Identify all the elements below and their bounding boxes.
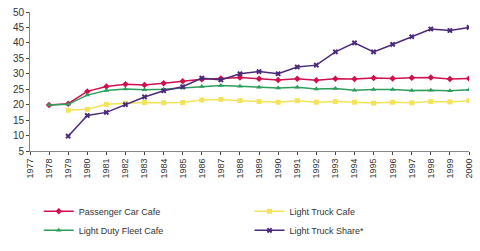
svg-text:Light Truck Share*: Light Truck Share* (290, 226, 365, 236)
svg-text:1981: 1981 (101, 159, 111, 179)
svg-text:1991: 1991 (292, 159, 302, 179)
svg-text:1988: 1988 (235, 159, 245, 179)
svg-text:1992: 1992 (311, 159, 321, 179)
svg-text:1984: 1984 (159, 159, 169, 179)
svg-text:1994: 1994 (349, 159, 359, 179)
svg-text:35: 35 (13, 53, 25, 64)
svg-text:1983: 1983 (139, 159, 149, 179)
svg-text:1986: 1986 (197, 159, 207, 179)
svg-text:1978: 1978 (44, 159, 54, 179)
svg-text:1990: 1990 (273, 159, 283, 179)
svg-text:Light Truck Cafe: Light Truck Cafe (290, 207, 356, 217)
svg-text:20: 20 (13, 99, 25, 110)
svg-text:1985: 1985 (178, 159, 188, 179)
svg-text:1982: 1982 (120, 159, 130, 179)
svg-text:1980: 1980 (82, 159, 92, 179)
svg-text:15: 15 (13, 115, 25, 126)
svg-text:1999: 1999 (445, 159, 455, 179)
svg-text:Passenger Car Cafe: Passenger Car Cafe (79, 207, 161, 217)
svg-text:1997: 1997 (407, 159, 417, 179)
svg-text:1977: 1977 (25, 159, 35, 179)
svg-text:1998: 1998 (426, 159, 436, 179)
svg-text:25: 25 (13, 84, 25, 95)
svg-text:1987: 1987 (216, 159, 226, 179)
svg-text:1989: 1989 (254, 159, 264, 179)
svg-text:1996: 1996 (388, 159, 398, 179)
svg-text:45: 45 (13, 22, 25, 33)
svg-text:Light Duty Fleet Cafe: Light Duty Fleet Cafe (79, 226, 164, 236)
svg-text:1995: 1995 (368, 159, 378, 179)
svg-text:10: 10 (13, 130, 25, 141)
svg-text:30: 30 (13, 68, 25, 79)
svg-text:50: 50 (13, 7, 25, 18)
svg-text:2000: 2000 (464, 159, 474, 179)
svg-text:40: 40 (13, 37, 25, 48)
svg-text:1979: 1979 (63, 159, 73, 179)
svg-text:5: 5 (18, 146, 24, 157)
svg-text:1993: 1993 (330, 159, 340, 179)
